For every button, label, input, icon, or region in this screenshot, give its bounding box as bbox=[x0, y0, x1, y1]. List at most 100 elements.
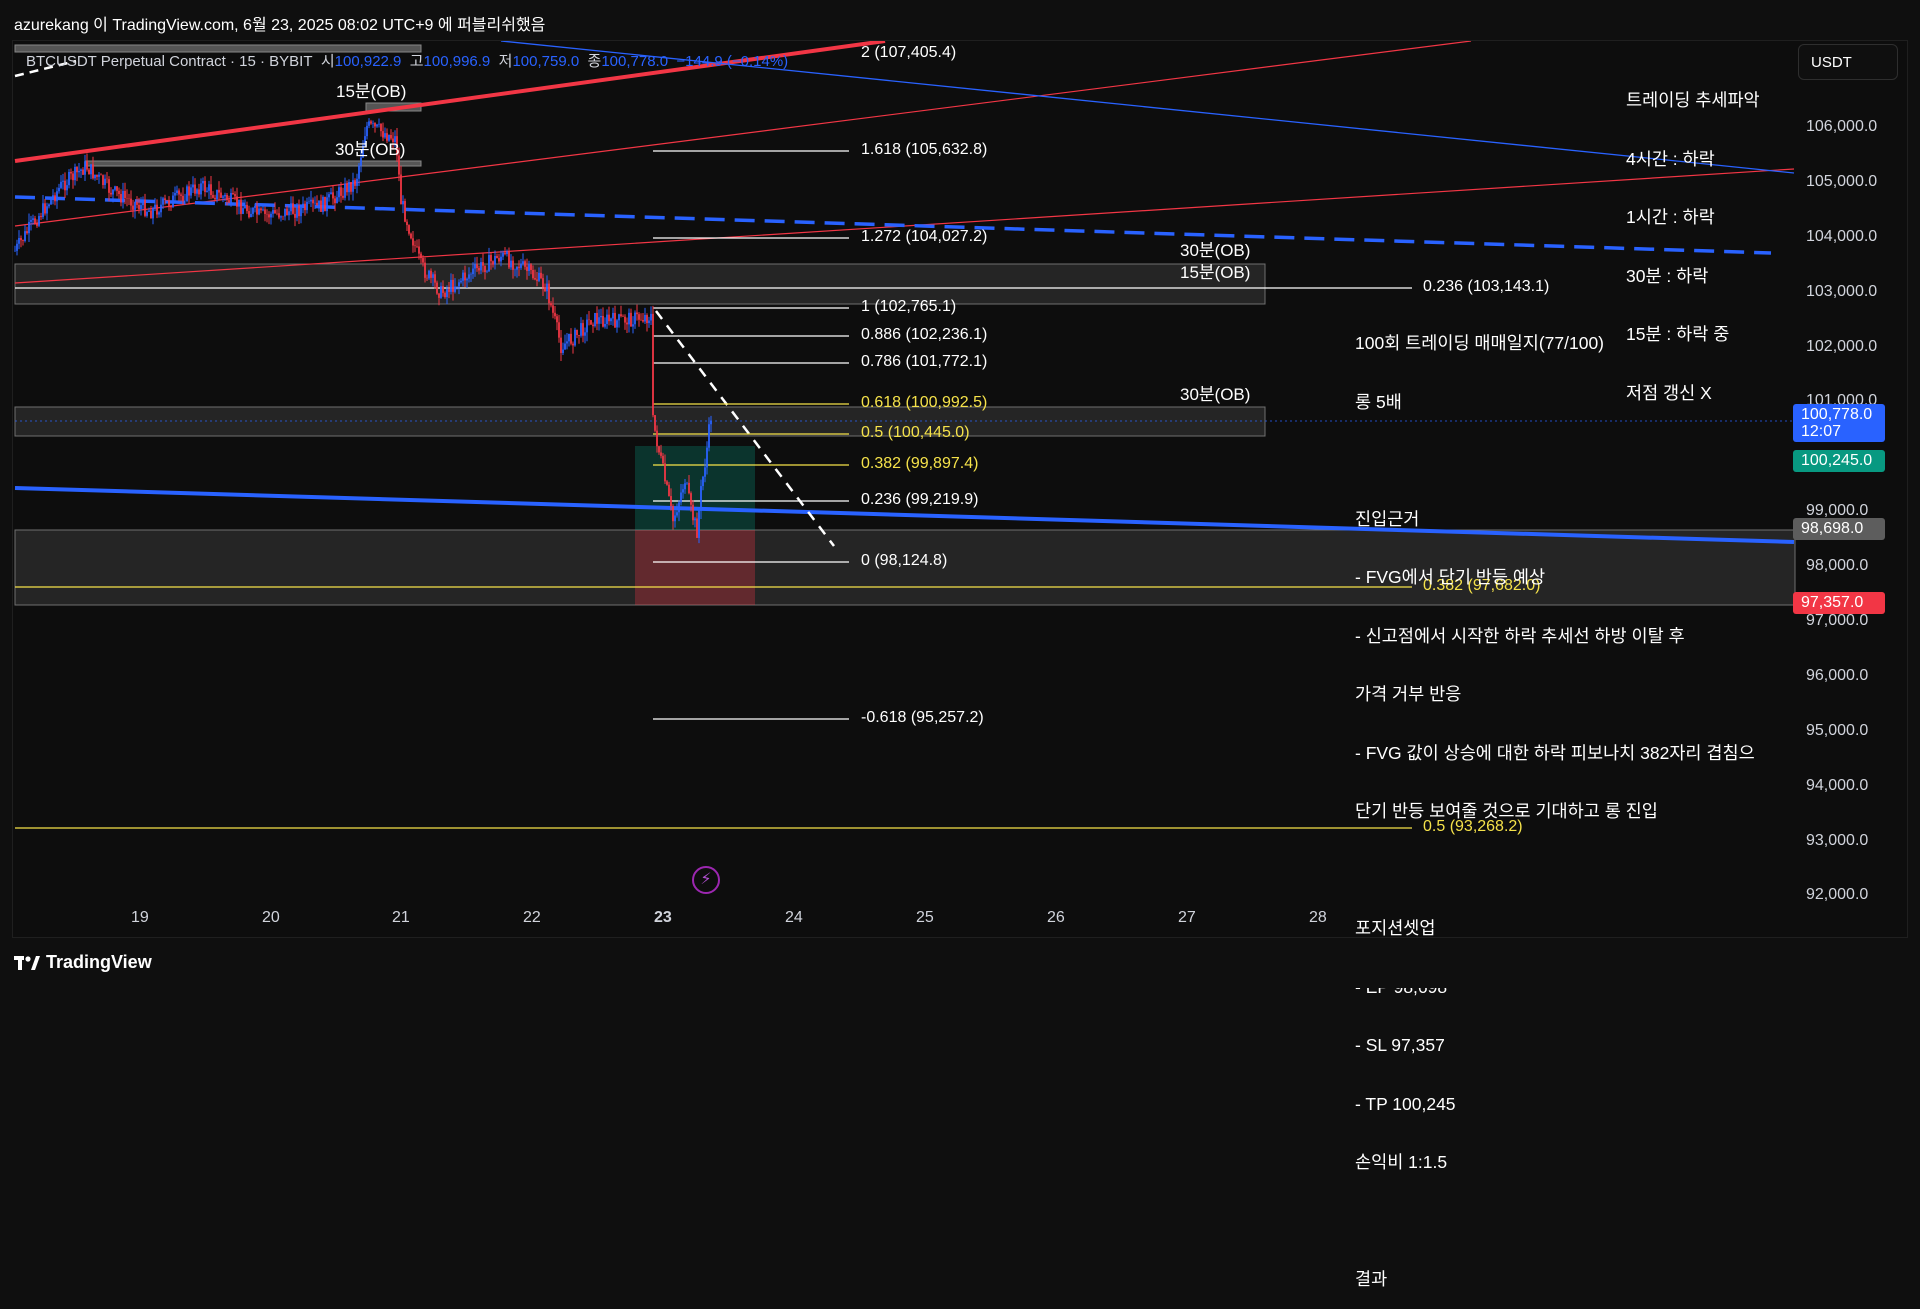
open-value: 100,922.9 bbox=[334, 53, 402, 70]
ob-label-15m-top: 15분(OB) bbox=[336, 82, 407, 101]
price-axis-label: 95,000.0 bbox=[1806, 722, 1869, 739]
ob-label-30m-b: 30분(OB) bbox=[1180, 385, 1251, 404]
journal-rr: 손익비 1:1.5 bbox=[1355, 1152, 1448, 1172]
time-axis-label: 27 bbox=[1178, 909, 1196, 926]
fib-level-label: 0.5 (100,445.0) bbox=[861, 424, 970, 441]
current-price-tag: 100,778.0 12:07 bbox=[1793, 404, 1885, 442]
fib-level-label: 2 (107,405.4) bbox=[861, 44, 957, 61]
fib-level-label: 0.236 (99,219.9) bbox=[861, 491, 979, 508]
trend-note-line: 트레이딩 추세파악 bbox=[1626, 90, 1760, 110]
time-axis-label: 21 bbox=[392, 909, 410, 926]
trend-note-line: 4시간 : 하락 bbox=[1626, 148, 1715, 169]
time-axis-label: 24 bbox=[785, 909, 803, 926]
trend-note-line: 저점 갱신 X bbox=[1626, 382, 1712, 403]
price-axis-label: 105,000.0 bbox=[1806, 173, 1878, 190]
price-axis-label: 94,000.0 bbox=[1806, 777, 1869, 794]
ob-label-30m-top: 30분(OB) bbox=[335, 140, 406, 159]
journal-basis-line: - 신고점에서 시작한 하락 추세선 하방 이탈 후 bbox=[1355, 625, 1685, 646]
trendline bbox=[14, 41, 1472, 227]
time-axis-label: 19 bbox=[131, 909, 149, 926]
journal-basis-line: - FVG 값이 상승에 대한 하락 피보나치 382자리 겹침으 bbox=[1355, 742, 1755, 763]
fib-level-label: 0.236 (103,143.1) bbox=[1423, 278, 1550, 295]
open-label: 시 bbox=[320, 53, 335, 70]
ob-zone bbox=[14, 44, 422, 53]
price-axis-label: 102,000.0 bbox=[1806, 338, 1878, 355]
current-price: 100,778.0 bbox=[1801, 406, 1873, 423]
window-title: azurekang 이 TradingView.com, 6월 23, 2025… bbox=[14, 17, 546, 34]
price-axis-label: 103,000.0 bbox=[1806, 283, 1878, 300]
price-axis-label: 98,000.0 bbox=[1806, 557, 1869, 574]
time-axis-label: 28 bbox=[1309, 909, 1327, 926]
low-label: 저 bbox=[498, 53, 513, 70]
trend-note-line: 15분 : 하락 중 bbox=[1626, 324, 1730, 344]
lightning-icon[interactable]: ⚡ bbox=[692, 866, 720, 894]
journal-basis-line: - FVG에서 단기 반등 예상 bbox=[1355, 567, 1546, 587]
time-axis-label: 23 bbox=[654, 909, 672, 926]
fib-level-label: -0.618 (95,257.2) bbox=[861, 709, 984, 726]
price-axis-label: 104,000.0 bbox=[1806, 228, 1878, 245]
price-axis-label: 96,000.0 bbox=[1806, 667, 1869, 684]
bar-countdown: 12:07 bbox=[1801, 423, 1842, 440]
ob-label-15m-a: 15분(OB) bbox=[1180, 263, 1251, 282]
symbol-legend[interactable]: BTCUSDT Perpetual Contract · 15 · BYBIT … bbox=[26, 50, 788, 71]
ep-price-tag: 98,698.0 bbox=[1793, 518, 1885, 540]
fib-level-label: 1.618 (105,632.8) bbox=[861, 141, 988, 158]
journal-sl: - SL 97,357 bbox=[1355, 1035, 1445, 1055]
fib-level-label: 1 (102,765.1) bbox=[861, 298, 957, 315]
time-axis-label: 26 bbox=[1047, 909, 1065, 926]
journal-title: 100회 트레이딩 매매일지(77/100) bbox=[1355, 333, 1605, 353]
tp-price-tag: 100,245.0 bbox=[1793, 450, 1885, 472]
currency-button[interactable]: USDT bbox=[1798, 44, 1898, 80]
fib-level-label: 0.618 (100,992.5) bbox=[861, 394, 988, 411]
trend-note-line: 1시간 : 하락 bbox=[1626, 207, 1715, 227]
tradingview-logo-icon bbox=[14, 955, 40, 970]
fib-level-label: 1.272 (104,027.2) bbox=[861, 228, 988, 245]
high-label: 고 bbox=[409, 53, 424, 70]
price-axis-label: 106,000.0 bbox=[1806, 118, 1878, 135]
fib-level-label: 0 (98,124.8) bbox=[861, 552, 948, 569]
trendline bbox=[14, 41, 886, 163]
journal-setup-title: 포지션셋업 bbox=[1355, 918, 1436, 938]
time-axis-label: 22 bbox=[523, 909, 541, 926]
journal-tp: - TP 100,245 bbox=[1355, 1093, 1456, 1114]
price-axis-label: 92,000.0 bbox=[1806, 886, 1869, 903]
chart-canvas[interactable] bbox=[13, 41, 1909, 939]
bottom-bar: TradingView bbox=[0, 938, 1920, 988]
fib-level-label: 0.5 (93,268.2) bbox=[1423, 818, 1523, 835]
ob-zone bbox=[14, 263, 1266, 305]
close-label: 종 bbox=[587, 53, 602, 70]
fib-level-label: 0.382 (99,897.4) bbox=[861, 455, 979, 472]
fvg-zone bbox=[14, 529, 1796, 606]
journal-result: 결과 bbox=[1355, 1269, 1388, 1289]
trendline bbox=[14, 486, 1795, 544]
change-value: −144.9 (−0.14%) bbox=[676, 53, 789, 70]
trend-note: 트레이딩 추세파악 4시간 : 하락 1시간 : 하락 30분 : 하락 15분… bbox=[1626, 52, 1760, 423]
symbol-name[interactable]: BTCUSDT Perpetual Contract · 15 · BYBIT bbox=[26, 53, 313, 70]
chart-frame[interactable] bbox=[12, 40, 1908, 938]
ob-zone bbox=[85, 160, 422, 167]
journal-leverage: 롱 5배 bbox=[1355, 391, 1402, 412]
fib-level-label: 0.886 (102,236.1) bbox=[861, 326, 988, 343]
low-value: 100,759.0 bbox=[512, 53, 580, 70]
price-axis-label: 99,000.0 bbox=[1806, 502, 1869, 519]
ob-zone bbox=[14, 406, 1266, 437]
high-value: 100,996.9 bbox=[423, 53, 491, 70]
journal-basis-line: 가격 거부 반응 bbox=[1355, 684, 1462, 704]
journal-note: 100회 트레이딩 매매일지(77/100) 롱 5배 진입근거 - FVG에서… bbox=[1355, 295, 1755, 1309]
time-axis-label: 20 bbox=[262, 909, 280, 926]
close-value: 100,778.0 bbox=[601, 53, 669, 70]
sl-zone bbox=[635, 530, 755, 605]
price-axis-label: 97,000.0 bbox=[1806, 612, 1869, 629]
fib-level-label: 0.382 (97,682.0) bbox=[1423, 577, 1541, 594]
tradingview-logo[interactable]: TradingView bbox=[14, 952, 152, 973]
time-axis-label: 25 bbox=[916, 909, 934, 926]
sl-price-tag: 97,357.0 bbox=[1793, 592, 1885, 614]
trendline bbox=[14, 195, 1772, 255]
ob-label-30m-a: 30분(OB) bbox=[1180, 241, 1251, 260]
tp-zone bbox=[635, 446, 755, 530]
trend-note-line: 30분 : 하락 bbox=[1626, 265, 1709, 286]
fib-level-label: 0.786 (101,772.1) bbox=[861, 353, 988, 370]
trendline bbox=[655, 310, 835, 547]
brand-name: TradingView bbox=[46, 952, 152, 972]
top-bar: azurekang 이 TradingView.com, 6월 23, 2025… bbox=[0, 0, 1920, 40]
